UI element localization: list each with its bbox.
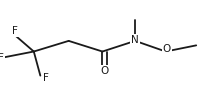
Text: F: F	[12, 26, 18, 36]
Text: N: N	[131, 35, 139, 45]
Text: F: F	[43, 73, 49, 83]
Text: F: F	[0, 53, 4, 63]
Text: O: O	[163, 44, 171, 54]
Text: O: O	[100, 66, 109, 76]
